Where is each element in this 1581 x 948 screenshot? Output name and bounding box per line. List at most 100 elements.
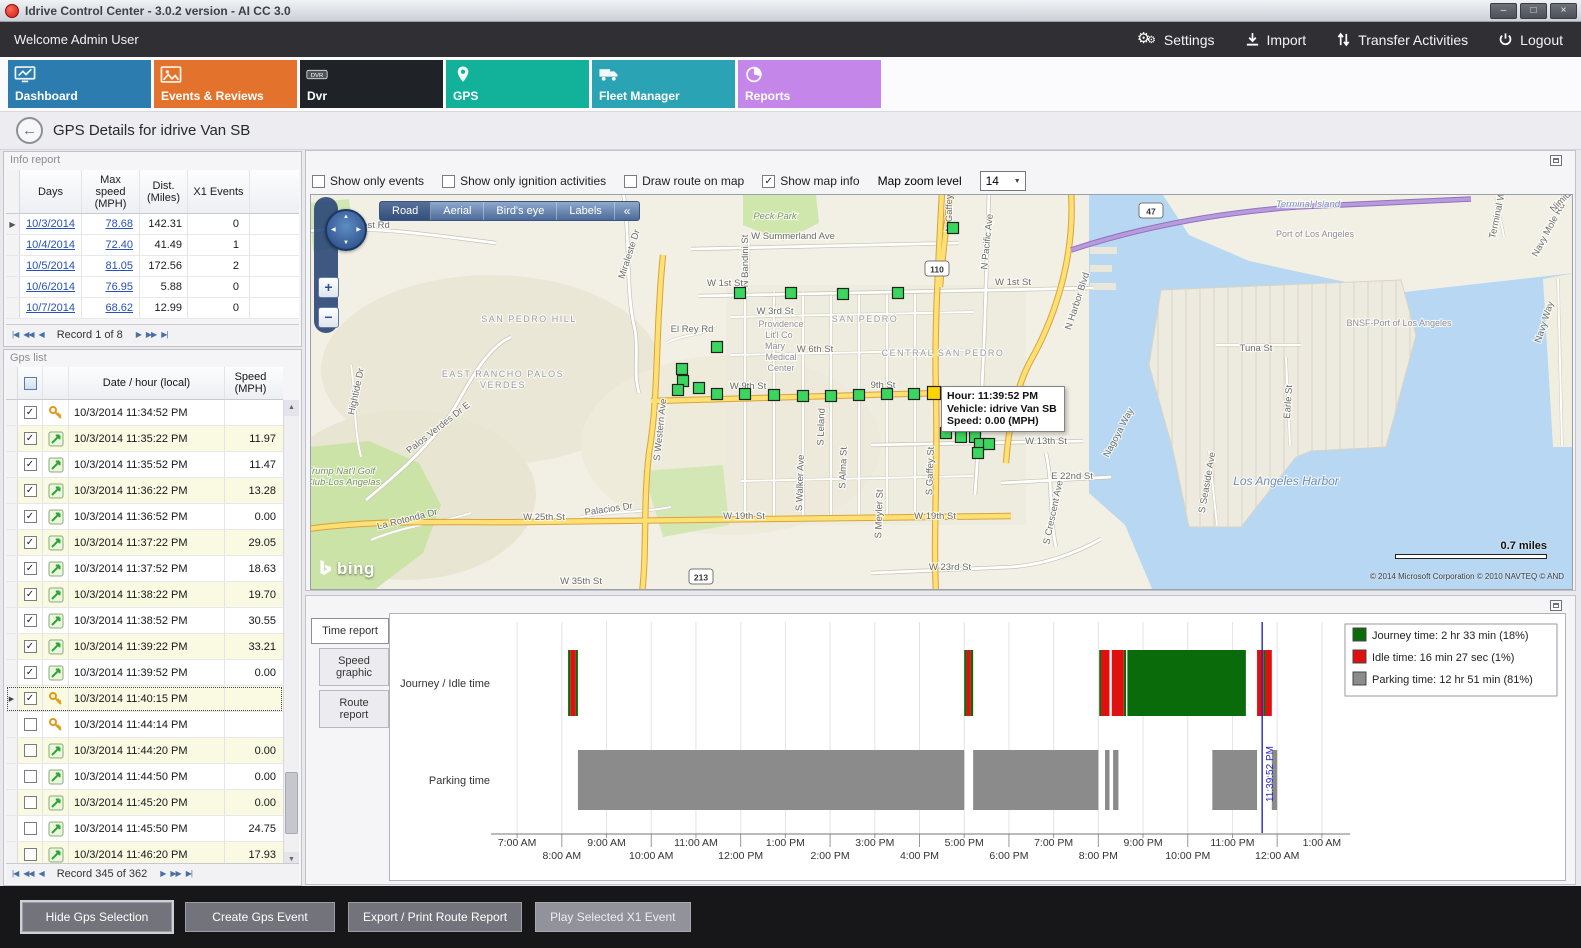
info-maxspeed-link[interactable]: 72.40 bbox=[82, 235, 140, 255]
info-maxspeed-link[interactable]: 76.95 bbox=[82, 277, 140, 297]
map-option-draw-route-on-map[interactable]: Draw route on map bbox=[624, 174, 744, 188]
pager-prev-button-0[interactable]: |◀ bbox=[12, 330, 19, 339]
compass-west-arrow[interactable]: ◀ bbox=[331, 227, 336, 233]
gps-marker[interactable] bbox=[982, 437, 996, 451]
map-zoom-level-select[interactable]: 14 ▼ bbox=[979, 171, 1026, 191]
settings-button[interactable]: ⚙ ⚙ Settings bbox=[1137, 30, 1215, 49]
logout-button[interactable]: Logout bbox=[1498, 32, 1563, 48]
gps-list-row[interactable]: ✓ 10/3/2014 11:35:22 PM 11.97 bbox=[6, 426, 283, 452]
gps-row-checkbox[interactable]: ✓ bbox=[23, 406, 37, 419]
map-panel-maximize-button[interactable] bbox=[1550, 155, 1562, 166]
info-report-row[interactable]: ▶ 10/3/2014 78.68 142.31 0 bbox=[6, 214, 299, 235]
checkbox[interactable] bbox=[442, 174, 456, 188]
gps-row-checkbox[interactable]: ✓ bbox=[23, 510, 37, 523]
info-report-row[interactable]: 10/5/2014 81.05 172.56 2 bbox=[6, 256, 299, 277]
compass-north-arrow[interactable]: ▲ bbox=[343, 214, 349, 220]
compass-east-arrow[interactable]: ▶ bbox=[356, 227, 361, 233]
pager-next-button-2[interactable]: ▶| bbox=[161, 330, 168, 339]
gps-row-checkbox[interactable] bbox=[23, 770, 37, 783]
nav-tab-reports[interactable]: Reports bbox=[738, 60, 881, 108]
gps-marker[interactable] bbox=[767, 388, 781, 402]
map-menu-collapse-button[interactable]: « bbox=[623, 204, 631, 218]
gps-marker[interactable] bbox=[824, 389, 838, 403]
gps-row-checkbox[interactable]: ✓ bbox=[23, 614, 37, 627]
gps-marker[interactable] bbox=[710, 387, 724, 401]
map-style-labels[interactable]: Labels bbox=[557, 202, 615, 220]
gps-row-checkbox[interactable]: ✓ bbox=[23, 562, 37, 575]
pager-next-button-2[interactable]: ▶| bbox=[185, 869, 193, 878]
gps-marker[interactable] bbox=[675, 362, 689, 376]
map-option-show-map-info[interactable]: ✓ Show map info bbox=[762, 174, 860, 188]
info-report-row[interactable]: 10/4/2014 72.40 41.49 1 bbox=[6, 235, 299, 256]
gps-col-header-date[interactable]: Date / hour (local) bbox=[69, 367, 225, 399]
scroll-up-arrow[interactable]: ▲ bbox=[284, 400, 299, 416]
info-maxspeed-link[interactable]: 81.05 bbox=[82, 256, 140, 276]
nav-tab-dashboard[interactable]: Dashboard bbox=[8, 60, 151, 108]
pager-prev-button-1[interactable]: ◀◀ bbox=[23, 869, 34, 878]
nav-tab-gps[interactable]: GPS bbox=[446, 60, 589, 108]
info-col-header-max-speed-mph[interactable]: Max speed (MPH) bbox=[82, 170, 140, 213]
gps-marker[interactable] bbox=[671, 383, 685, 397]
gps-list-row[interactable]: 10/3/2014 11:45:20 PM 0.00 bbox=[6, 790, 283, 816]
gps-col-header-speed[interactable]: Speed (MPH) bbox=[234, 371, 267, 395]
pager-next-button-1[interactable]: ▶▶ bbox=[170, 869, 181, 878]
gps-list-row[interactable]: ✓ 10/3/2014 11:34:52 PM bbox=[6, 400, 283, 426]
minimize-button[interactable]: – bbox=[1490, 2, 1517, 19]
footer-button-create-gps-event[interactable]: Create Gps Event bbox=[185, 902, 335, 932]
map-option-show-only-events[interactable]: Show only events bbox=[312, 174, 424, 188]
gps-marker[interactable] bbox=[733, 286, 747, 300]
gps-marker[interactable] bbox=[971, 446, 985, 460]
maximize-button[interactable]: □ bbox=[1520, 2, 1547, 19]
gps-row-checkbox[interactable] bbox=[23, 796, 37, 809]
gps-row-checkbox[interactable]: ✓ bbox=[23, 484, 37, 497]
pager-prev-button-0[interactable]: |◀ bbox=[12, 869, 19, 878]
gps-list-row[interactable]: 10/3/2014 11:44:50 PM 0.00 bbox=[6, 764, 283, 790]
gps-list-row[interactable]: ▶ ✓ 10/3/2014 11:40:15 PM bbox=[6, 686, 283, 712]
selected-gps-marker[interactable] bbox=[926, 385, 942, 401]
gps-row-checkbox[interactable] bbox=[23, 848, 37, 861]
select-all-icon[interactable] bbox=[23, 376, 37, 390]
gps-marker[interactable] bbox=[692, 381, 706, 395]
nav-tab-events[interactable]: Events & Reviews bbox=[154, 60, 297, 108]
footer-button-export-print-route-report[interactable]: Export / Print Route Report bbox=[348, 902, 523, 932]
gps-list-row[interactable]: ✓ 10/3/2014 11:35:52 PM 11.47 bbox=[6, 452, 283, 478]
map-compass-control[interactable]: ▲ ▼ ◀ ▶ bbox=[325, 209, 367, 251]
gps-list-row[interactable]: ✓ 10/3/2014 11:36:52 PM 0.00 bbox=[6, 504, 283, 530]
info-days-link[interactable]: 10/7/2014 bbox=[20, 298, 82, 318]
info-report-row[interactable]: 10/6/2014 76.95 5.88 0 bbox=[6, 277, 299, 298]
footer-button-hide-gps-selection[interactable]: Hide Gps Selection bbox=[22, 902, 172, 932]
info-col-header-x1-events[interactable]: X1 Events bbox=[188, 170, 250, 213]
gps-marker[interactable] bbox=[796, 389, 810, 403]
gps-marker[interactable] bbox=[852, 388, 866, 402]
gps-row-checkbox[interactable]: ✓ bbox=[23, 588, 37, 601]
gps-list-row[interactable]: ✓ 10/3/2014 11:36:22 PM 13.28 bbox=[6, 478, 283, 504]
pager-prev-button-1[interactable]: ◀◀ bbox=[23, 330, 34, 339]
pager-next-button-1[interactable]: ▶▶ bbox=[145, 330, 157, 339]
gps-marker[interactable] bbox=[738, 387, 752, 401]
chart-tab-speed-graphic[interactable]: Speed graphic bbox=[319, 648, 389, 686]
pager-next-button-0[interactable]: ▶ bbox=[160, 869, 166, 878]
gps-marker[interactable] bbox=[710, 340, 724, 354]
close-button[interactable]: × bbox=[1550, 2, 1577, 19]
chart-panel-maximize-button[interactable] bbox=[1550, 600, 1562, 611]
import-button[interactable]: Import bbox=[1245, 32, 1306, 48]
map-style-bird-s-eye[interactable]: Bird's eye bbox=[484, 202, 558, 220]
back-button[interactable]: ← bbox=[16, 117, 43, 144]
transfer-activities-button[interactable]: Transfer Activities bbox=[1336, 32, 1468, 48]
gps-row-checkbox[interactable]: ✓ bbox=[23, 432, 37, 445]
pager-prev-button-2[interactable]: ◀ bbox=[38, 869, 45, 878]
gps-row-checkbox[interactable]: ✓ bbox=[23, 692, 37, 705]
checkbox[interactable] bbox=[624, 174, 638, 188]
map-style-aerial[interactable]: Aerial bbox=[431, 202, 485, 220]
gps-marker[interactable] bbox=[836, 287, 850, 301]
gps-list-row[interactable]: ✓ 10/3/2014 11:39:22 PM 33.21 bbox=[6, 634, 283, 660]
gps-list-row[interactable]: ✓ 10/3/2014 11:38:52 PM 30.55 bbox=[6, 608, 283, 634]
gps-list-row[interactable]: 10/3/2014 11:44:14 PM bbox=[6, 712, 283, 738]
compass-south-arrow[interactable]: ▼ bbox=[343, 240, 349, 246]
gps-row-checkbox[interactable]: ✓ bbox=[23, 458, 37, 471]
pager-next-button-0[interactable]: ▶ bbox=[135, 330, 142, 339]
gps-list-row[interactable]: ✓ 10/3/2014 11:38:22 PM 19.70 bbox=[6, 582, 283, 608]
info-days-link[interactable]: 10/3/2014 bbox=[20, 214, 82, 234]
chart-tab-route-report[interactable]: Route report bbox=[319, 690, 389, 728]
